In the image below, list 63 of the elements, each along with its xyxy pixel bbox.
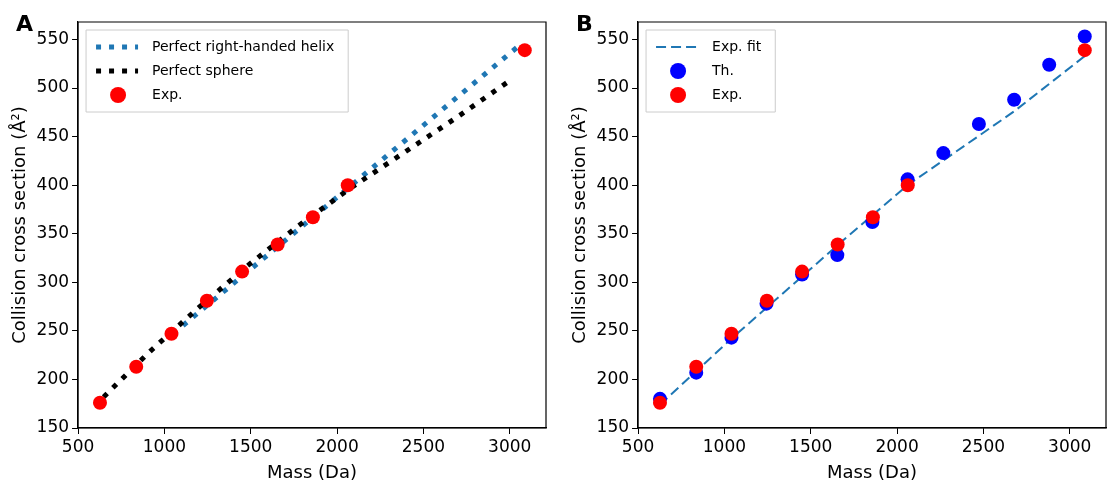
x-axis-title: Mass (Da): [267, 460, 358, 482]
y-tick-label: 450: [596, 125, 630, 146]
point: [235, 264, 250, 279]
point: [270, 237, 285, 252]
x-tick-label: 2500: [961, 435, 1006, 456]
text: B: [576, 10, 593, 36]
point: [1077, 43, 1092, 58]
x-tick-label: 3000: [1048, 435, 1092, 456]
legend-label: Th.: [711, 61, 734, 78]
point: [865, 210, 880, 225]
legend-label: Exp. fit: [712, 37, 762, 54]
y-tick-label: 200: [36, 367, 70, 388]
y-tick-label: 400: [596, 173, 630, 194]
y-tick-label: 400: [36, 173, 70, 194]
y-axis-title: Collision cross section (Å²): [8, 106, 30, 344]
x-tick-label: 2500: [401, 435, 446, 456]
point: [199, 293, 214, 308]
point: [305, 210, 320, 225]
y-tick-label: 300: [36, 270, 70, 291]
y-tick-label: 550: [596, 27, 630, 48]
point: [971, 116, 986, 131]
point: [340, 178, 355, 193]
legend-label: Perfect sphere: [152, 61, 254, 78]
y-axis-title: Collision cross section (Å²): [568, 106, 590, 344]
y-tick-label: 200: [596, 367, 630, 388]
x-tick-label: 1000: [142, 435, 187, 456]
x-tick-label: 1500: [229, 435, 273, 456]
x-tick-label: 3000: [488, 435, 532, 456]
point: [129, 359, 144, 374]
point: [164, 326, 179, 341]
x-tick-label: 2000: [315, 435, 359, 456]
y-tick-label: 550: [36, 27, 70, 48]
point: [92, 395, 107, 410]
point: [1007, 92, 1022, 107]
x-tick-label: 1000: [702, 435, 747, 456]
legend-label: Exp.: [712, 85, 743, 102]
legend-label: Perfect right-handed helix: [152, 37, 335, 54]
legend-label: Exp.: [152, 85, 183, 102]
y-tick-label: 500: [596, 76, 630, 97]
point: [900, 178, 915, 193]
y-tick-label: 450: [36, 125, 70, 146]
point: [936, 146, 951, 161]
y-tick-label: 250: [36, 319, 70, 340]
x-tick-label: 500: [61, 435, 95, 456]
point: [1042, 57, 1057, 72]
y-tick-label: 250: [596, 319, 630, 340]
point: [830, 237, 845, 252]
point: [724, 326, 739, 341]
y-tick-label: 150: [596, 416, 630, 437]
y-tick-label: 500: [36, 76, 70, 97]
y-tick-label: 350: [596, 222, 630, 243]
x-tick-label: 1500: [789, 435, 833, 456]
point: [1077, 29, 1092, 44]
point: [652, 395, 667, 410]
y-tick-label: 150: [36, 416, 70, 437]
y-tick-label: 350: [36, 222, 70, 243]
x-axis-title: Mass (Da): [827, 460, 918, 482]
point: [689, 359, 704, 374]
point: [517, 43, 532, 58]
x-tick-label: 2000: [875, 435, 919, 456]
x-tick-label: 500: [621, 435, 655, 456]
text: A: [16, 10, 34, 36]
y-tick-label: 300: [596, 270, 630, 291]
